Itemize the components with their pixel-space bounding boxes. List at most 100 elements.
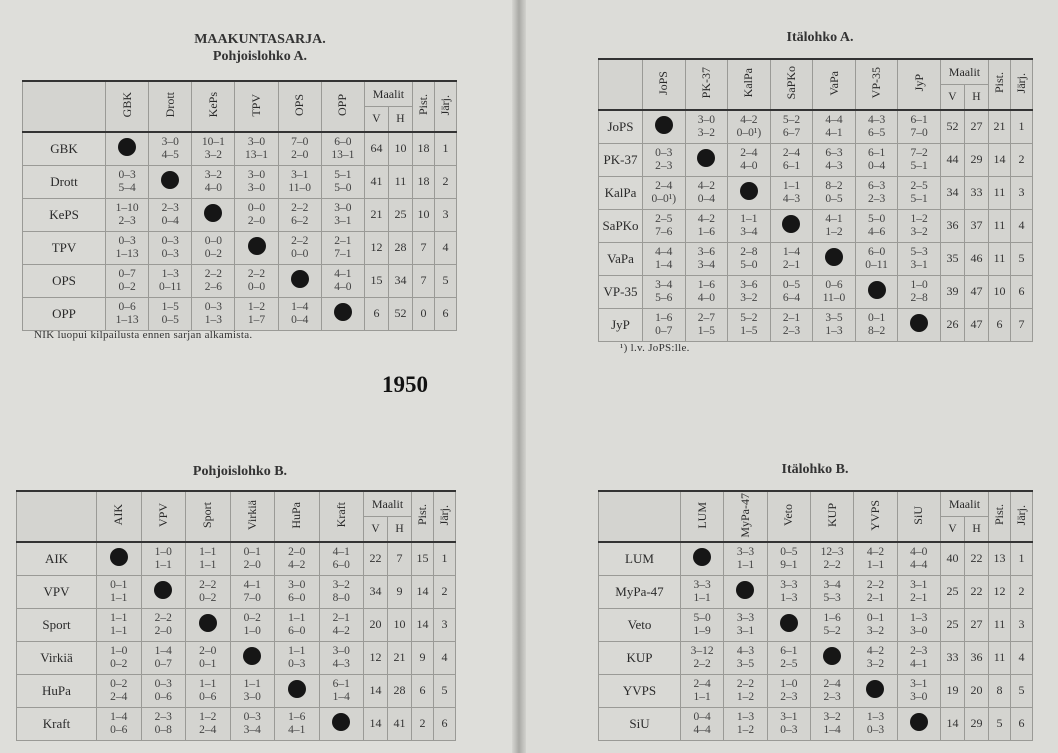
- rank: 1: [1009, 541, 1033, 576]
- result-line: 0–5: [825, 192, 843, 205]
- row-team-name: LUM: [598, 541, 681, 576]
- row-team-name: PK-37: [598, 142, 643, 177]
- column-header: HuPa: [274, 490, 320, 543]
- self-match-cell: [679, 541, 725, 576]
- rank: 1: [433, 131, 457, 166]
- result-line: 2–2: [866, 578, 885, 591]
- column-header: Sport: [185, 490, 231, 543]
- result-cell: 1–0 1–1: [140, 541, 186, 576]
- black-dot-icon: [910, 314, 929, 332]
- result-line: 1–1: [782, 179, 801, 192]
- result-cell: 6–3 4–3: [812, 142, 856, 177]
- result-line: 3–2: [866, 624, 885, 637]
- goals-for-header: V: [939, 516, 965, 543]
- points: 9: [411, 640, 435, 675]
- main-title: MAAKUNTASARJA.: [194, 32, 326, 47]
- result-cell: 5–3 3–1: [897, 241, 941, 276]
- result-line: 1–5: [161, 300, 179, 313]
- rank-header: Järj.: [433, 80, 457, 133]
- points: 5: [987, 706, 1011, 741]
- result-cell: 6–3 2–3: [854, 175, 899, 210]
- column-team-name: YVPS: [867, 499, 882, 531]
- goals-for: 26: [939, 307, 965, 342]
- goals-against-header: H: [963, 84, 989, 111]
- result-cell: 1–1 3–4: [727, 208, 771, 243]
- result-cell: 2–3 0–8: [140, 706, 186, 741]
- table-row: Sport 1–1 1–1 2–2 2–0 0–2 1–0 1–1 6–0 2–1 4–2 20 10 1…: [16, 607, 457, 642]
- result-line: 6–3: [867, 179, 886, 192]
- result-line: 3–0: [334, 201, 352, 214]
- black-dot-icon: [161, 171, 180, 189]
- result-line: 1–0: [243, 624, 261, 637]
- result-cell: 3–2 4–0: [191, 164, 236, 199]
- result-line: 2–1: [782, 258, 801, 271]
- self-match-cell: [642, 109, 686, 144]
- goals-against: 22: [963, 541, 989, 576]
- goals-against: 27: [963, 109, 989, 144]
- result-line: 1–2: [736, 723, 755, 736]
- result-cell: 3–0 6–0: [274, 574, 320, 609]
- column-header: JoPS: [642, 58, 686, 111]
- column-team-name: KalPa: [741, 68, 756, 98]
- goals-for: 35: [939, 241, 965, 276]
- result-line: 0–6: [118, 300, 136, 313]
- result-line: 2–4: [110, 690, 128, 703]
- goals-for: 19: [939, 673, 965, 708]
- result-line: 4–4: [655, 245, 673, 258]
- result-line: 5–1: [910, 192, 928, 205]
- rank-header: Järj.: [1009, 490, 1033, 543]
- black-dot-icon: [739, 182, 758, 200]
- result-line: 0–2: [110, 657, 128, 670]
- result-line: 0–2: [204, 247, 223, 260]
- result-cell: 8–2 0–5: [812, 175, 856, 210]
- result-line: 4–1: [334, 267, 352, 280]
- row-team-name: Kraft: [16, 706, 97, 741]
- result-cell: 5–1 5–0: [320, 164, 365, 199]
- goals-against: 47: [963, 274, 989, 309]
- result-cell: 10–1 3–2: [191, 131, 236, 166]
- self-match-cell: [809, 640, 855, 675]
- result-line: 5–0: [334, 181, 352, 194]
- points: 14: [987, 142, 1011, 177]
- column-team-name: SaPKo: [783, 66, 798, 100]
- result-line: 1–4: [782, 245, 801, 258]
- result-line: 1–3: [866, 710, 885, 723]
- goals-against: 28: [386, 673, 413, 708]
- goals-for-header: V: [939, 84, 965, 111]
- result-cell: 1–0 2–8: [897, 274, 941, 309]
- result-line: 0–5: [161, 313, 179, 326]
- result-cell: 5–2 1–5: [727, 307, 771, 342]
- black-dot-icon: [204, 204, 223, 222]
- result-line: 0–1: [866, 611, 885, 624]
- column-team-name: OPS: [292, 93, 307, 116]
- black-dot-icon: [332, 713, 351, 731]
- result-cell: 2–7 1–5: [684, 307, 729, 342]
- result-cell: 0–3 5–4: [104, 164, 150, 199]
- result-cell: 3–0 3–2: [684, 109, 729, 144]
- result-line: 0–0: [204, 234, 223, 247]
- result-line: 0–3: [118, 234, 136, 247]
- column-team-name: OPP: [335, 93, 350, 116]
- result-line: 1–2: [199, 710, 217, 723]
- goals-for: 12: [363, 640, 388, 675]
- result-line: 6–4: [782, 291, 801, 304]
- result-cell: 0–1 3–2: [853, 607, 898, 642]
- result-cell: 4–1 4–0: [320, 263, 365, 298]
- result-line: 4–3: [867, 113, 886, 126]
- row-team-name: YVPS: [598, 673, 681, 708]
- row-team-name: OPP: [22, 296, 106, 331]
- column-team-name: GBK: [119, 92, 134, 118]
- result-line: 0–0: [247, 280, 266, 293]
- result-cell: 2–2 2–0: [140, 607, 186, 642]
- result-cell: 2–2 2–1: [853, 574, 898, 609]
- result-cell: 4–2 3–2: [853, 640, 898, 675]
- self-match-cell: [104, 131, 150, 166]
- result-line: 3–2: [332, 578, 350, 591]
- result-line: 6–1: [782, 159, 801, 172]
- column-team-name: JoPS: [656, 70, 671, 96]
- result-line: 4–1: [825, 126, 843, 139]
- black-dot-icon: [247, 237, 266, 255]
- column-header: Virkiä: [229, 490, 275, 543]
- result-line: 0–0¹): [736, 126, 762, 139]
- column-team-name: JyP: [911, 74, 926, 92]
